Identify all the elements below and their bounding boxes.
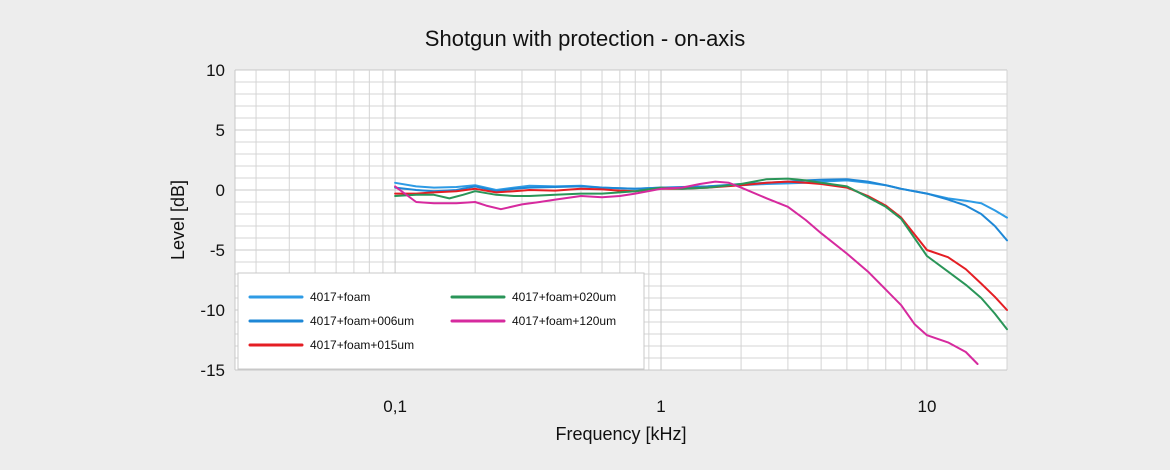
series-line <box>394 180 979 365</box>
legend: 4017+foam 4017+foam+006um 4017+foam+015um 4… <box>237 272 645 370</box>
series-layer <box>394 177 1008 365</box>
y-tick-label: 0 <box>216 181 225 200</box>
legend-label: 4017+foam+015um <box>310 338 414 352</box>
x-tick-label: 1 <box>656 397 665 416</box>
y-tick-label: -15 <box>200 361 225 380</box>
y-axis-label: Level [dB] <box>168 180 188 260</box>
y-tick-label: 5 <box>216 121 225 140</box>
legend-label: 4017+foam+020um <box>512 290 616 304</box>
x-tick-label: 0,1 <box>383 397 407 416</box>
y-axis-ticks: 10 5 0 -5 -10 -15 <box>200 61 225 380</box>
legend-label: 4017+foam+120um <box>512 314 616 328</box>
legend-label: 4017+foam <box>310 290 370 304</box>
y-tick-label: -5 <box>210 241 225 260</box>
y-tick-label: -10 <box>200 301 225 320</box>
legend-box <box>237 272 645 370</box>
x-axis-ticks: 0,1 1 10 <box>383 397 936 416</box>
chart-title: Shotgun with protection - on-axis <box>425 26 745 51</box>
series-line <box>394 177 1008 331</box>
y-tick-label: 10 <box>206 61 225 80</box>
legend-label: 4017+foam+006um <box>310 314 414 328</box>
x-tick-label: 10 <box>917 397 936 416</box>
x-axis-label: Frequency [kHz] <box>555 424 686 444</box>
series-line <box>394 178 1008 242</box>
